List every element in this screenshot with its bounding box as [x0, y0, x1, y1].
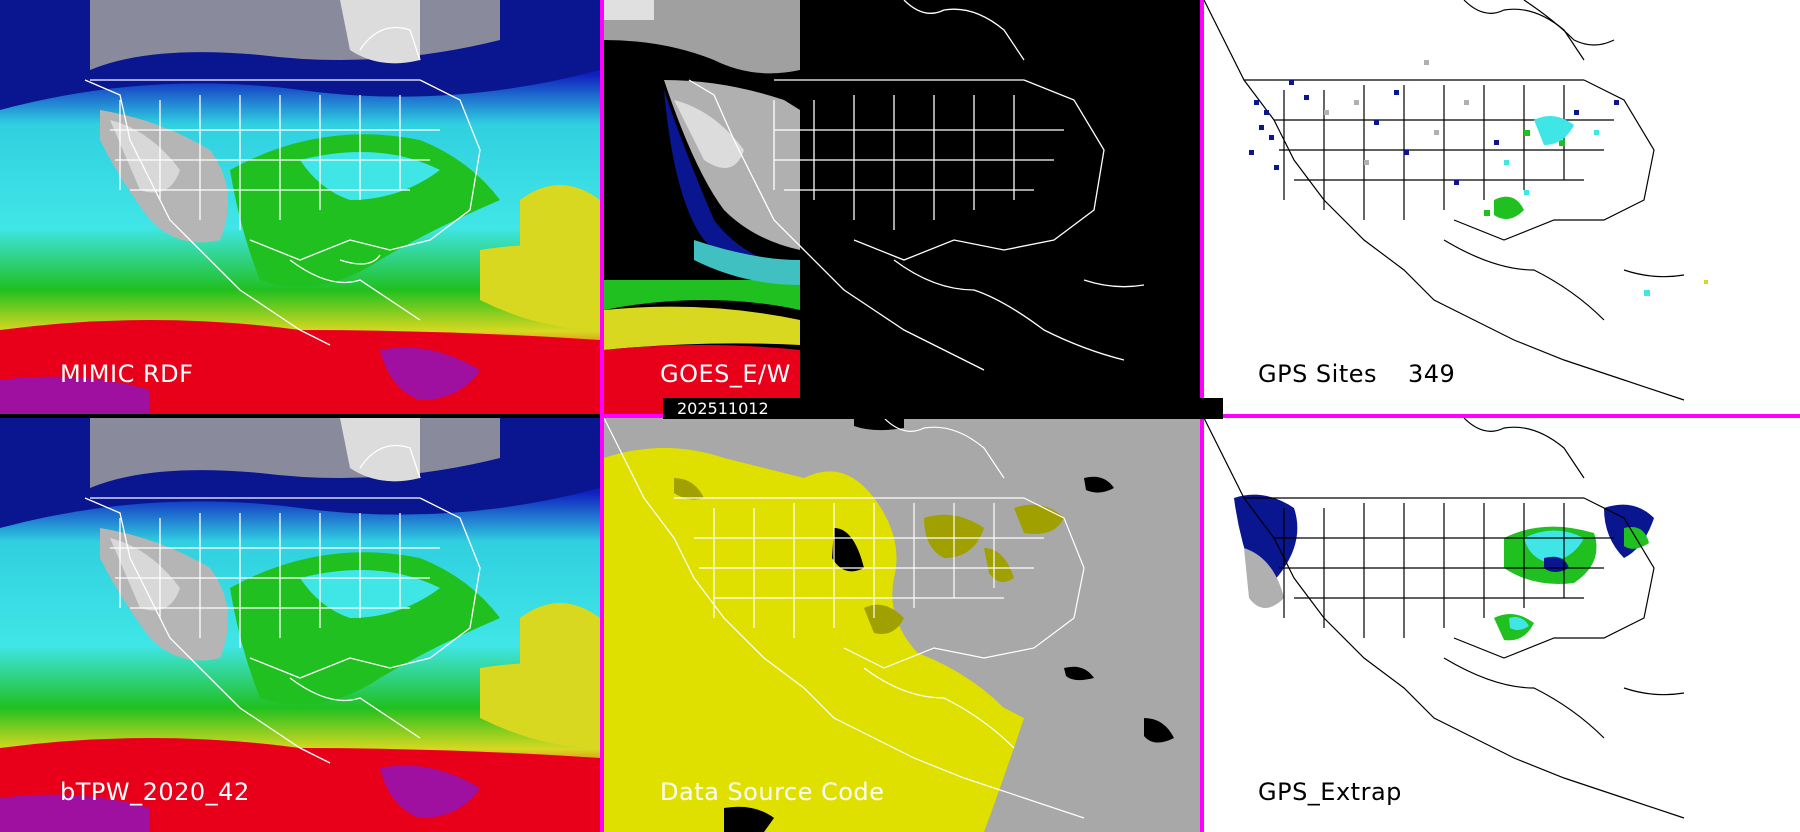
gps-sites-map	[1204, 0, 1800, 414]
gps-sites-borders	[1204, 0, 1685, 401]
mimic-rdf-borders	[84, 26, 481, 346]
panel-label-goes-ew: GOES_E/W	[660, 360, 791, 388]
panel-goes-ew: GOES_E/W	[604, 0, 1200, 414]
goes-ew-map	[604, 0, 1200, 414]
panel-gps-sites: GPS Sites 349	[1204, 0, 1800, 414]
panel-label-gps-sites: GPS Sites	[1258, 360, 1378, 388]
data-source-borders	[604, 418, 1085, 819]
panel-btpw: bTPW_2020_42	[0, 418, 600, 832]
goes-ew-borders	[688, 0, 1145, 371]
panel-label-btpw: bTPW_2020_42	[60, 778, 250, 806]
gps-extrap-borders	[1204, 418, 1685, 819]
btpw-borders	[84, 444, 481, 764]
gps-extrap-map	[1204, 418, 1800, 832]
panel-label-gps-extrap: GPS_Extrap	[1258, 778, 1402, 806]
panel-data-source: Data Source Code	[604, 418, 1200, 832]
panel-label-data-source: Data Source Code	[660, 778, 885, 806]
panel-label-mimic-rdf: MIMIC RDF	[60, 360, 194, 388]
mimic-rdf-map	[0, 0, 600, 414]
gps-sites-count: 349	[1408, 360, 1456, 388]
btpw-map	[0, 418, 600, 832]
panel-mimic-rdf: MIMIC RDF	[0, 0, 600, 414]
gps-site-markers	[1249, 60, 1708, 296]
data-source-map	[604, 418, 1200, 832]
timestamp-label: 202511012	[663, 398, 1223, 419]
panel-gps-extrap: GPS_Extrap	[1204, 418, 1800, 832]
